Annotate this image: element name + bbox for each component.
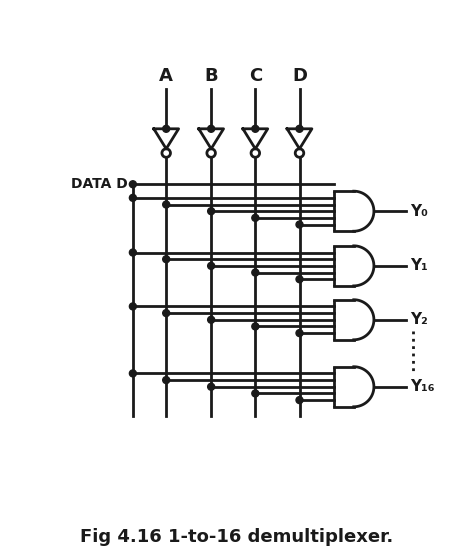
Text: Y₀: Y₀ [410,204,428,219]
Circle shape [163,201,170,208]
Text: Fig 4.16 1-to-16 demultiplexer.: Fig 4.16 1-to-16 demultiplexer. [81,528,393,546]
Circle shape [208,316,215,323]
Circle shape [163,377,170,384]
Text: B: B [204,67,218,85]
Circle shape [252,269,259,276]
Circle shape [163,256,170,263]
Circle shape [129,370,137,377]
Text: Y₁: Y₁ [410,258,428,273]
Circle shape [252,390,259,397]
Circle shape [252,323,259,330]
Circle shape [252,214,259,221]
Circle shape [296,125,303,132]
Circle shape [208,383,215,390]
Circle shape [296,221,303,228]
Text: Y₂: Y₂ [410,312,428,327]
Circle shape [252,125,259,132]
Circle shape [129,181,137,188]
Circle shape [208,125,215,132]
Text: D: D [292,67,307,85]
Circle shape [129,249,137,256]
Circle shape [208,263,215,269]
Circle shape [296,276,303,283]
Circle shape [296,396,303,404]
Text: C: C [249,67,262,85]
Text: A: A [159,67,173,85]
Circle shape [163,125,170,132]
Text: DATA D: DATA D [72,177,128,191]
Text: Y₁₆: Y₁₆ [410,379,435,394]
Circle shape [208,208,215,214]
Circle shape [163,310,170,316]
Circle shape [296,330,303,337]
Circle shape [129,194,137,201]
Circle shape [129,303,137,310]
